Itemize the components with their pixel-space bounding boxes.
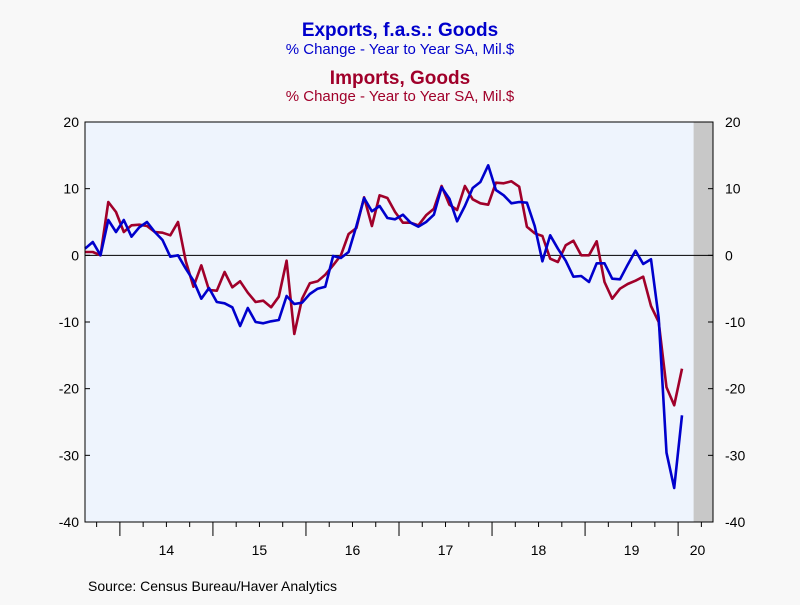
- y-tick-label-right: 10: [725, 181, 741, 197]
- x-tick-label: 20: [690, 542, 706, 558]
- exports-title: Exports, f.a.s.: Goods: [302, 20, 498, 41]
- x-tick-label: 14: [159, 542, 175, 558]
- x-tick-label: 15: [252, 542, 268, 558]
- imports-title: Imports, Goods: [330, 68, 470, 89]
- y-tick-label-left: 0: [71, 247, 79, 263]
- recession-shade: [693, 122, 713, 522]
- y-tick-label-right: -10: [725, 314, 745, 330]
- source-note: Source: Census Bureau/Haver Analytics: [88, 578, 337, 594]
- y-tick-label-left: -10: [59, 314, 79, 330]
- y-tick-label-left: -20: [59, 381, 79, 397]
- y-tick-label-right: -40: [725, 514, 745, 530]
- y-tick-label-right: -30: [725, 447, 745, 463]
- y-tick-label-left: -40: [59, 514, 79, 530]
- y-tick-label-right: -20: [725, 381, 745, 397]
- x-tick-label: 18: [531, 542, 547, 558]
- x-tick-label: 17: [438, 542, 454, 558]
- imports-subtitle: % Change - Year to Year SA, Mil.$: [286, 88, 515, 105]
- y-tick-label-right: 0: [725, 247, 733, 263]
- y-tick-label-left: 10: [63, 181, 79, 197]
- y-tick-label-left: -30: [59, 447, 79, 463]
- y-tick-label-left: 20: [63, 114, 79, 130]
- exports-subtitle: % Change - Year to Year SA, Mil.$: [286, 41, 515, 58]
- x-tick-label: 16: [345, 542, 361, 558]
- x-tick-label: 19: [624, 542, 640, 558]
- axes-layer: 20 20 10 10 0 0 -10 -10 -20 -20 -30 -30 -40 -40 14 15 16…: [59, 114, 746, 558]
- series-layer: [84, 164, 684, 490]
- plot-area: [85, 122, 713, 522]
- exports-line: [84, 164, 684, 490]
- y-tick-label-right: 20: [725, 114, 741, 130]
- imports-line: [85, 180, 684, 407]
